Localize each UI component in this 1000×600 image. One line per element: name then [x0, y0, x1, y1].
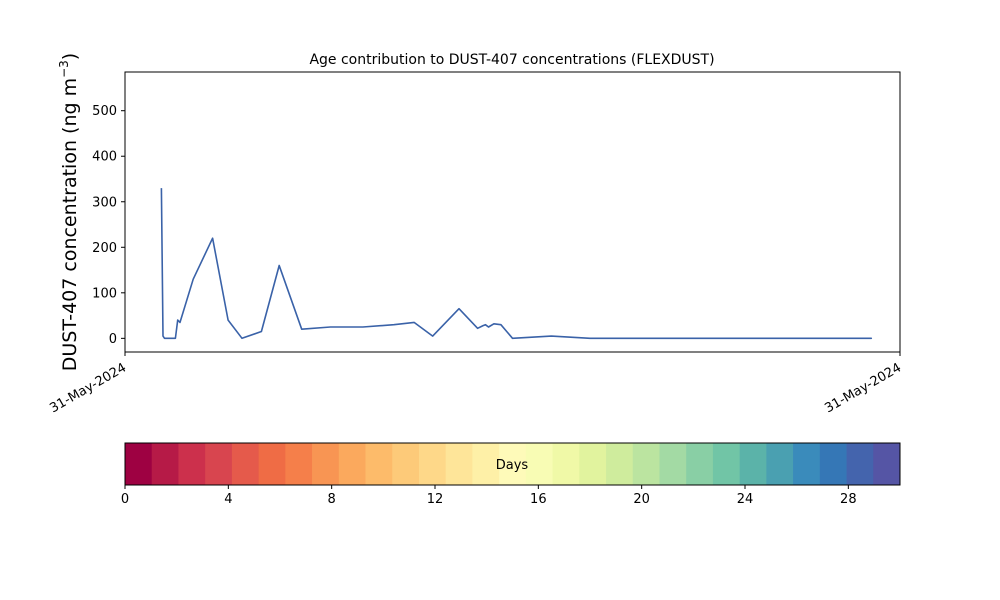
y-axis-label-close: ) [59, 53, 81, 60]
colorbar-segment [525, 443, 553, 485]
colorbar-segment [766, 443, 794, 485]
colorbar-tick-label: 16 [530, 492, 547, 507]
y-tick-label: 400 [92, 150, 117, 165]
y-axis: 0 100 200 300 400 500 [92, 104, 125, 347]
colorbar-segment [338, 443, 366, 485]
colorbar-segment [472, 443, 500, 485]
x-axis: 31-May-2024 31-May-2024 [47, 352, 904, 416]
series-line [160, 188, 873, 340]
x-tick-label: 31-May-2024 [822, 360, 904, 416]
colorbar-segment [579, 443, 607, 485]
colorbar-segment [445, 443, 473, 485]
plot-frame [124, 71, 901, 353]
colorbar-segment [125, 443, 153, 485]
colorbar-segment [819, 443, 847, 485]
y-tick-label: 500 [92, 104, 117, 119]
chart-title: Age contribution to DUST-407 concentrati… [309, 52, 714, 68]
colorbar-tick-label: 4 [224, 492, 232, 507]
colorbar-segment [258, 443, 286, 485]
colorbar-tick-label: 12 [427, 492, 444, 507]
colorbar-segment [499, 443, 527, 485]
colorbar-segment [632, 443, 660, 485]
colorbar-tick-label: 24 [737, 492, 754, 507]
colorbar-segment [793, 443, 821, 485]
colorbar-segment [151, 443, 179, 485]
colorbar-segment [205, 443, 233, 485]
colorbar-segment [552, 443, 580, 485]
colorbar-segment [686, 443, 714, 485]
colorbar-label: Days [496, 458, 529, 473]
y-axis-label-text: DUST-407 concentration (ng m [59, 78, 81, 371]
colorbar-tick-label: 28 [840, 492, 857, 507]
plot-area [160, 188, 873, 340]
colorbar-frame [124, 442, 901, 486]
colorbar-segment [231, 443, 260, 485]
colorbar-tick-label: 20 [633, 492, 650, 507]
colorbar-segment [739, 443, 767, 485]
colorbar-segment [312, 443, 340, 485]
colorbar-segment [873, 443, 901, 485]
y-tick-label: 100 [92, 286, 117, 301]
colorbar-segment [659, 443, 687, 485]
colorbar-segment [365, 443, 393, 485]
colorbar-segment [846, 443, 874, 485]
colorbar-segment [285, 443, 313, 485]
colorbar: 0 4 8 12 16 20 24 28 [121, 442, 901, 507]
y-axis-label: DUST-407 concentration (ng m−3) [57, 53, 81, 371]
colorbar-segment [606, 443, 634, 485]
colorbar-segment [178, 443, 206, 485]
colorbar-segment [392, 443, 420, 485]
y-axis-label-exponent: −3 [57, 60, 71, 78]
colorbar-tick-label: 8 [328, 492, 336, 507]
colorbar-segment [712, 443, 741, 485]
y-tick-label: 200 [92, 241, 117, 256]
colorbar-segment [418, 443, 447, 485]
y-tick-label: 0 [109, 332, 117, 347]
y-tick-label: 300 [92, 195, 117, 210]
colorbar-tick-label: 0 [121, 492, 129, 507]
